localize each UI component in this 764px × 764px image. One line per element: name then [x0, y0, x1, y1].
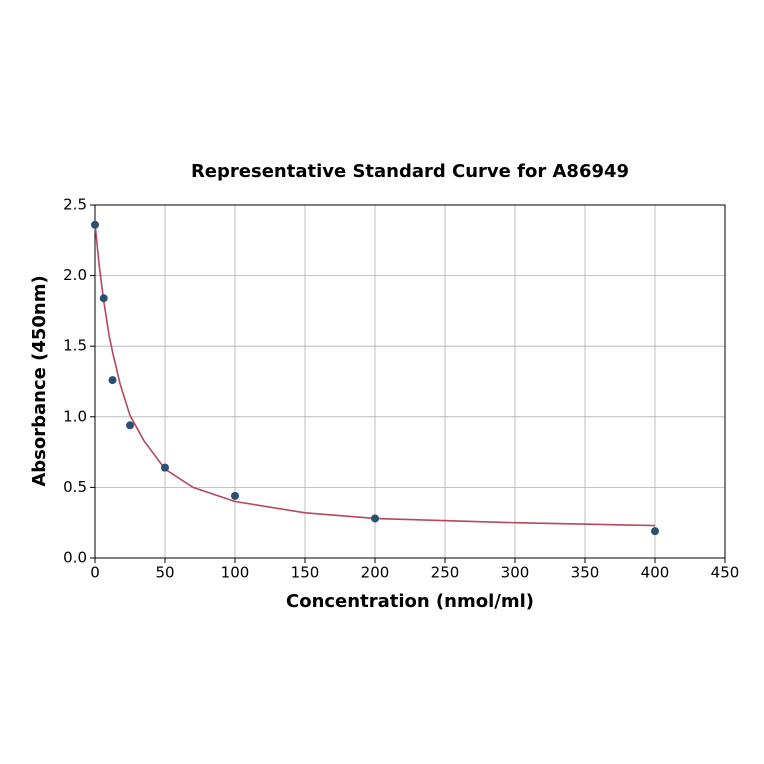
x-tick-label: 400 [641, 564, 670, 582]
y-tick-label: 2.5 [63, 196, 87, 214]
y-tick-label: 1.5 [63, 337, 87, 355]
x-axis-label: Concentration (nmol/ml) [286, 591, 534, 612]
data-point [161, 463, 169, 472]
x-tick-label: 300 [501, 564, 530, 582]
x-tick-label: 50 [155, 564, 174, 582]
y-tick-label: 1.0 [63, 407, 87, 425]
x-tick-label: 450 [711, 564, 740, 582]
data-point [126, 421, 134, 430]
x-tick-label: 100 [221, 564, 250, 582]
data-point [99, 294, 108, 303]
fit-curve [94, 223, 656, 527]
x-tick-label: 250 [431, 564, 460, 582]
plot-frame [94, 204, 726, 559]
y-tick-label: 0.0 [63, 549, 87, 567]
y-tick-label: 2.0 [63, 266, 87, 284]
x-tick-label: 150 [291, 564, 320, 582]
x-tick-label: 350 [571, 564, 600, 582]
y-axis-label: Absorbance (450nm) [29, 275, 50, 486]
chart-title: Representative Standard Curve for A86949 [191, 161, 629, 182]
data-point [371, 514, 379, 523]
data-point [231, 491, 239, 500]
data-point [651, 527, 659, 536]
data-point [108, 376, 117, 385]
x-tick-label: 0 [90, 564, 100, 582]
y-tick-label: 0.5 [63, 478, 87, 496]
data-point [91, 220, 99, 229]
x-tick-label: 200 [361, 564, 390, 582]
